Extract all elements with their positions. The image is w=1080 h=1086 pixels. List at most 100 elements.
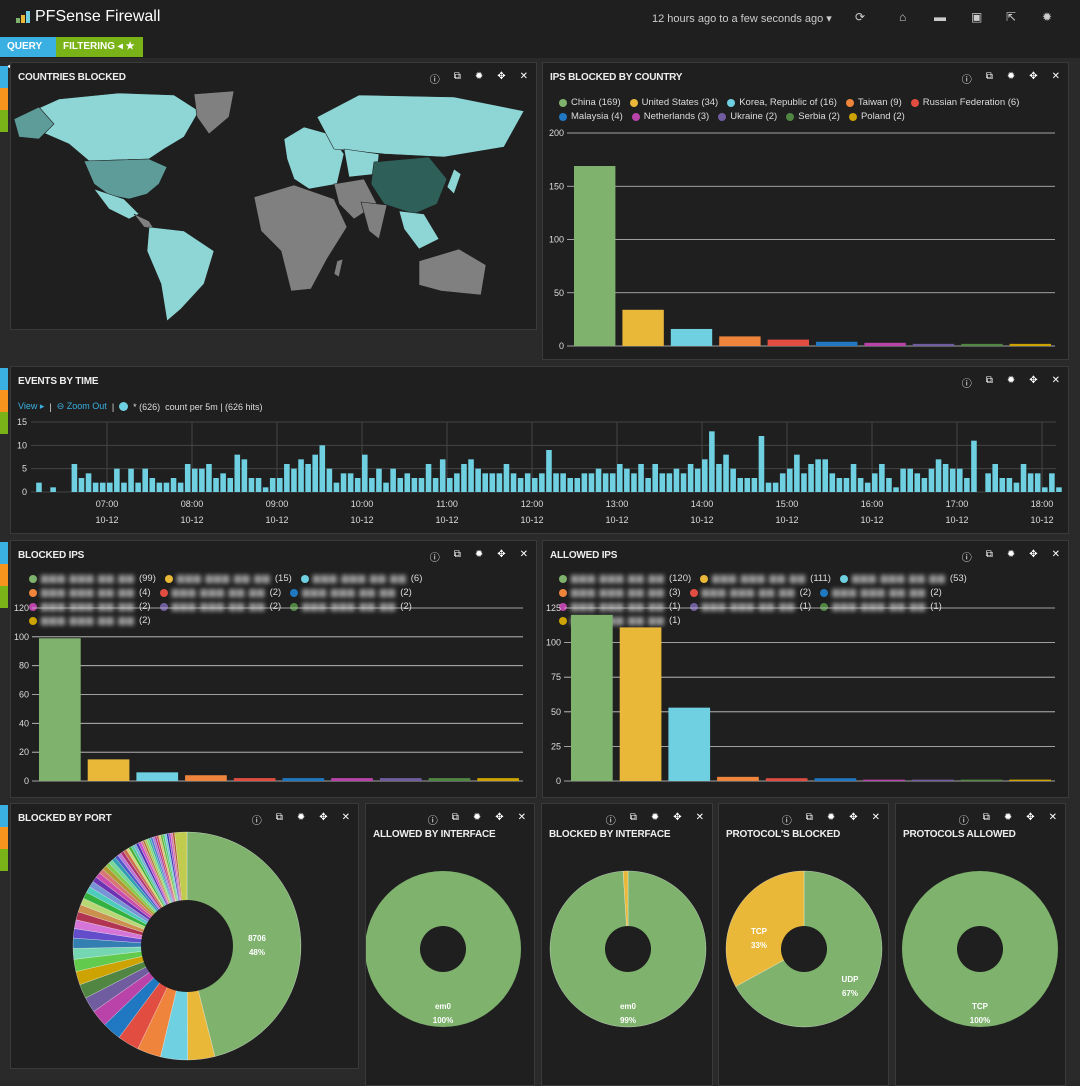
- duplicate-icon[interactable]: ⧉: [982, 812, 990, 823]
- pie-chart[interactable]: UDP 67% TCP 33%: [719, 844, 888, 1084]
- close-icon[interactable]: ✕: [695, 812, 704, 823]
- filtering-tab[interactable]: FILTERING ◂ ★: [56, 37, 143, 57]
- legend-item[interactable]: ▆▆▆.▆▆▆.▆▆.▆▆ (1): [689, 601, 811, 612]
- duplicate-icon[interactable]: ⧉: [985, 71, 993, 82]
- legend-item[interactable]: ▆▆▆.▆▆▆.▆▆.▆▆ (99): [29, 573, 156, 584]
- settings-icon[interactable]: ✹: [472, 812, 482, 823]
- legend-item[interactable]: Netherlands (3): [631, 111, 709, 122]
- move-icon[interactable]: ✥: [1029, 375, 1038, 386]
- settings-icon[interactable]: ✹: [826, 812, 836, 823]
- pie-chart[interactable]: em0 99%: [542, 844, 712, 1084]
- legend-item[interactable]: Poland (2): [848, 111, 905, 122]
- move-icon[interactable]: ✥: [1029, 71, 1038, 82]
- close-icon[interactable]: ✕: [1051, 375, 1060, 386]
- move-icon[interactable]: ✥: [495, 812, 504, 823]
- settings-icon[interactable]: ✹: [1006, 71, 1016, 82]
- settings-icon[interactable]: ✹: [1003, 812, 1013, 823]
- events-histogram[interactable]: 0 5 10 15 07:00 10-12 08:00 10-12 09:00 10-12 10:0…: [11, 415, 1068, 535]
- close-icon[interactable]: ✕: [871, 812, 880, 823]
- legend-item[interactable]: ▆▆▆.▆▆▆.▆▆.▆▆ (2): [290, 587, 412, 598]
- close-icon[interactable]: ✕: [519, 71, 528, 82]
- info-icon[interactable]: ⓘ: [251, 816, 262, 827]
- move-icon[interactable]: ✥: [1029, 549, 1038, 560]
- view-menu-link[interactable]: View ▸: [18, 401, 45, 411]
- save-icon[interactable]: ▣: [971, 10, 983, 24]
- legend-item[interactable]: ▆▆▆.▆▆▆.▆▆.▆▆ (3): [559, 587, 681, 598]
- settings-icon[interactable]: ✹: [1006, 549, 1016, 560]
- settings-icon[interactable]: ✹: [474, 71, 484, 82]
- info-icon[interactable]: ⓘ: [958, 816, 969, 827]
- legend-item[interactable]: ▆▆▆.▆▆▆.▆▆.▆▆ (2): [159, 601, 281, 612]
- legend-item[interactable]: ▆▆▆.▆▆▆.▆▆.▆▆ (111): [700, 573, 831, 584]
- row-add-panel-handle[interactable]: [0, 110, 8, 132]
- settings-icon[interactable]: ✹: [474, 549, 484, 560]
- row-collapse-handle[interactable]: [0, 542, 8, 564]
- info-icon[interactable]: ⓘ: [961, 553, 972, 564]
- legend-item[interactable]: ▆▆▆.▆▆▆.▆▆.▆▆ (1): [559, 601, 681, 612]
- zoom-out-link[interactable]: ⊖ Zoom Out: [57, 401, 107, 412]
- duplicate-icon[interactable]: ⧉: [451, 812, 459, 823]
- legend-item[interactable]: ▆▆▆.▆▆▆.▆▆.▆▆ (15): [164, 573, 292, 584]
- world-map[interactable]: [11, 89, 536, 329]
- duplicate-icon[interactable]: ⧉: [629, 812, 637, 823]
- row-settings-handle[interactable]: [0, 564, 8, 586]
- duplicate-icon[interactable]: ⧉: [985, 549, 993, 560]
- legend-item[interactable]: Korea, Republic of (16): [727, 97, 837, 108]
- settings-icon[interactable]: ✹: [650, 812, 660, 823]
- query-tab[interactable]: QUERY ◂: [0, 37, 56, 72]
- home-icon[interactable]: ⌂: [899, 10, 907, 24]
- duplicate-icon[interactable]: ⧉: [805, 812, 813, 823]
- legend-item[interactable]: ▆▆▆.▆▆▆.▆▆.▆▆ (2): [159, 587, 281, 598]
- legend-item[interactable]: ▆▆▆.▆▆▆.▆▆.▆▆ (1): [559, 615, 681, 626]
- info-icon[interactable]: ⓘ: [429, 553, 440, 564]
- share-icon[interactable]: ⇱: [1006, 10, 1017, 24]
- refresh-icon[interactable]: ⟳: [855, 10, 866, 24]
- settings-icon[interactable]: ✹: [296, 812, 306, 823]
- info-icon[interactable]: ⓘ: [605, 816, 616, 827]
- info-icon[interactable]: ⓘ: [429, 75, 440, 86]
- row-collapse-handle[interactable]: [0, 368, 8, 390]
- close-icon[interactable]: ✕: [1051, 71, 1060, 82]
- info-icon[interactable]: ⓘ: [961, 75, 972, 86]
- move-icon[interactable]: ✥: [849, 812, 858, 823]
- move-icon[interactable]: ✥: [319, 812, 328, 823]
- duplicate-icon[interactable]: ⧉: [453, 549, 461, 560]
- row-add-panel-handle[interactable]: [0, 849, 8, 871]
- legend-item[interactable]: ▆▆▆.▆▆▆.▆▆.▆▆ (2): [29, 601, 151, 612]
- move-icon[interactable]: ✥: [673, 812, 682, 823]
- pie-chart[interactable]: TCP 100%: [896, 844, 1065, 1084]
- settings-icon[interactable]: ✹: [1006, 375, 1016, 386]
- duplicate-icon[interactable]: ⧉: [275, 812, 283, 823]
- row-add-panel-handle[interactable]: [0, 586, 8, 608]
- info-icon[interactable]: ⓘ: [781, 816, 792, 827]
- move-icon[interactable]: ✥: [497, 549, 506, 560]
- row-add-panel-handle[interactable]: [0, 412, 8, 434]
- legend-item[interactable]: ▆▆▆.▆▆▆.▆▆.▆▆ (2): [689, 587, 811, 598]
- legend-item[interactable]: ▆▆▆.▆▆▆.▆▆.▆▆ (2): [290, 601, 412, 612]
- legend-item[interactable]: ▆▆▆.▆▆▆.▆▆.▆▆ (4): [29, 587, 151, 598]
- row-settings-handle[interactable]: [0, 88, 8, 110]
- legend-item[interactable]: Taiwan (9): [845, 97, 902, 108]
- close-icon[interactable]: ✕: [519, 549, 528, 560]
- legend-item[interactable]: ▆▆▆.▆▆▆.▆▆.▆▆ (1): [820, 601, 942, 612]
- row-settings-handle[interactable]: [0, 390, 8, 412]
- move-icon[interactable]: ✥: [1026, 812, 1035, 823]
- legend-item[interactable]: Malaysia (4): [559, 111, 623, 122]
- time-range-picker[interactable]: 12 hours ago to a few seconds ago ▾: [652, 12, 832, 25]
- info-icon[interactable]: ⓘ: [961, 379, 972, 390]
- legend-item[interactable]: China (169): [559, 97, 621, 108]
- pie-chart[interactable]: 8706 48%: [11, 828, 358, 1068]
- row-settings-handle[interactable]: [0, 827, 8, 849]
- folder-open-icon[interactable]: ▬: [934, 10, 946, 24]
- gear-icon[interactable]: ✹: [1042, 10, 1053, 24]
- legend-item[interactable]: Ukraine (2): [718, 111, 777, 122]
- legend-item[interactable]: Serbia (2): [786, 111, 840, 122]
- duplicate-icon[interactable]: ⧉: [453, 71, 461, 82]
- row-collapse-handle[interactable]: [0, 66, 8, 88]
- move-icon[interactable]: ✥: [497, 71, 506, 82]
- duplicate-icon[interactable]: ⧉: [985, 375, 993, 386]
- row-collapse-handle[interactable]: [0, 805, 8, 827]
- legend-item[interactable]: Russian Federation (6): [910, 97, 1019, 108]
- close-icon[interactable]: ✕: [517, 812, 526, 823]
- legend-item[interactable]: ▆▆▆.▆▆▆.▆▆.▆▆ (2): [820, 587, 942, 598]
